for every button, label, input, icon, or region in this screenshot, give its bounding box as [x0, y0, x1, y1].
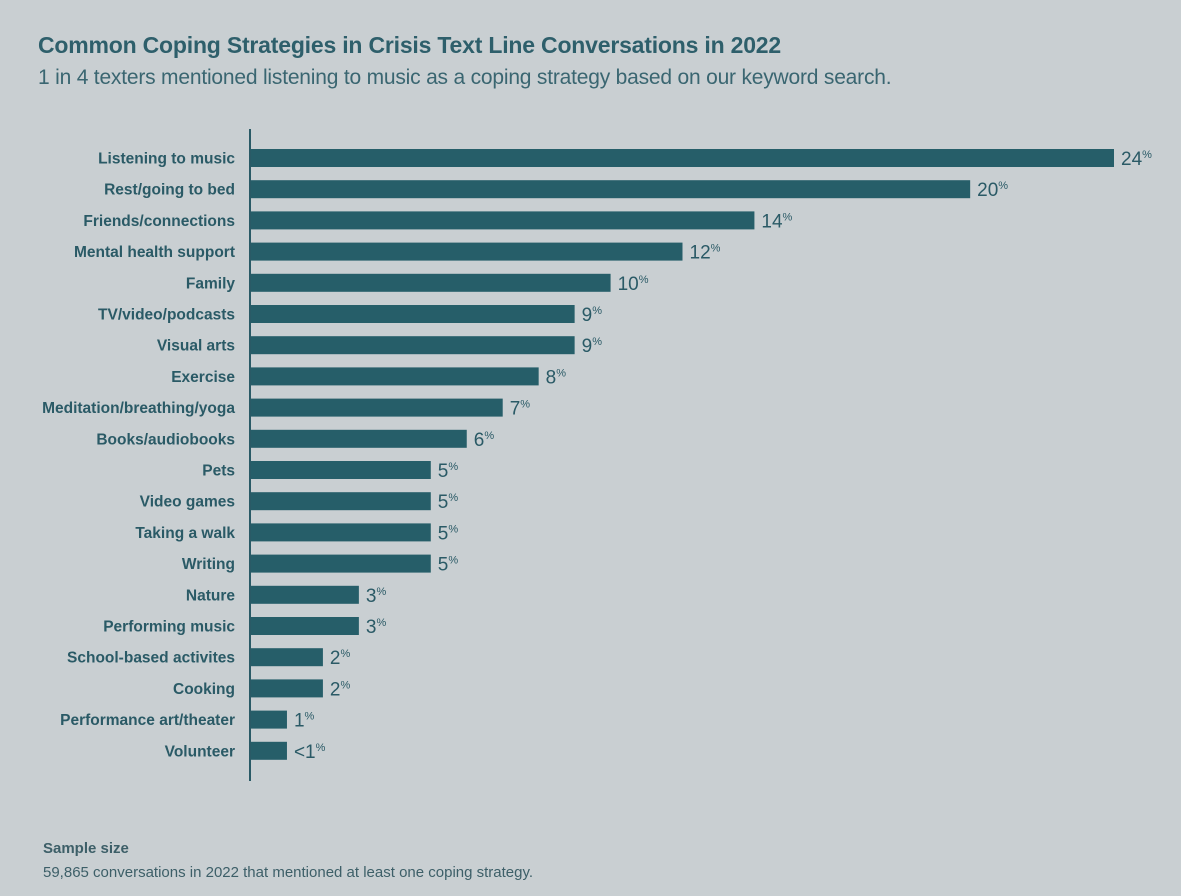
category-label: Writing [182, 556, 235, 573]
bar [251, 305, 575, 323]
category-label: Rest/going to bed [104, 182, 235, 199]
bar [251, 741, 287, 760]
value-label: 7% [510, 399, 531, 420]
value-label: 5% [438, 555, 459, 576]
value-label: 14% [761, 211, 792, 232]
category-label: Meditation/breathing/yoga [42, 400, 235, 417]
value-label: 9% [582, 336, 603, 357]
bar [251, 149, 1114, 167]
percent-sign: % [376, 586, 386, 598]
bar [251, 367, 539, 386]
category-label: Nature [186, 587, 235, 604]
sample-size-text: 59,865 conversations in 2022 that mentio… [43, 864, 534, 881]
chart-title: Common Coping Strategies in Crisis Text … [38, 32, 781, 58]
bar [251, 617, 359, 635]
value-label: 5% [438, 461, 459, 482]
value-label: 5% [438, 523, 459, 544]
category-label: Performance art/theater [60, 712, 235, 729]
value-label: 9% [582, 305, 603, 326]
category-label: Mental health support [74, 244, 235, 261]
category-label: Family [186, 275, 235, 292]
category-label: Pets [202, 463, 235, 480]
bar [251, 273, 611, 292]
sample-size-heading: Sample size [43, 840, 129, 857]
category-label: Books/audiobooks [96, 431, 235, 448]
percent-sign: % [639, 274, 649, 286]
bar [251, 429, 467, 448]
bar [251, 180, 971, 199]
value-label: 24% [1121, 149, 1152, 170]
category-label: School-based activites [67, 650, 235, 667]
bar [251, 211, 755, 230]
bar [251, 710, 287, 729]
percent-sign: % [520, 399, 530, 411]
value-label: 5% [438, 492, 459, 513]
bar [251, 523, 431, 542]
bar [251, 398, 503, 417]
percent-sign: % [592, 336, 602, 348]
value-label: 3% [366, 586, 387, 607]
category-label: Friends/connections [83, 213, 235, 230]
value-label: 8% [546, 367, 567, 388]
percent-sign: % [484, 430, 494, 442]
percent-sign: % [998, 180, 1008, 192]
bar [251, 554, 431, 573]
value-label: 2% [330, 679, 351, 700]
value-label: 12% [690, 243, 721, 264]
percent-sign: % [316, 742, 326, 754]
bar [251, 336, 575, 355]
percent-sign: % [340, 679, 350, 691]
bar [251, 242, 683, 261]
bar [251, 648, 323, 667]
bar [251, 461, 431, 479]
value-label: 2% [330, 648, 351, 669]
bar [251, 492, 431, 511]
percent-sign: % [1142, 149, 1152, 161]
chart-subtitle: 1 in 4 texters mentioned listening to mu… [38, 66, 892, 89]
value-label: 6% [474, 430, 495, 451]
percent-sign: % [592, 305, 602, 317]
category-label: Video games [140, 494, 235, 511]
bar [251, 585, 359, 604]
category-label: Performing music [103, 619, 235, 636]
category-label: Exercise [171, 369, 235, 386]
value-label: 3% [366, 617, 387, 638]
percent-sign: % [711, 243, 721, 255]
category-label: Visual arts [157, 338, 235, 355]
value-label: <1% [294, 742, 326, 763]
percent-sign: % [305, 711, 315, 723]
percent-sign: % [448, 523, 458, 535]
percent-sign: % [556, 367, 566, 379]
percent-sign: % [448, 492, 458, 504]
value-label: 1% [294, 711, 315, 732]
percent-sign: % [340, 648, 350, 660]
percent-sign: % [448, 555, 458, 567]
percent-sign: % [376, 617, 386, 629]
category-label: Taking a walk [135, 525, 235, 542]
percent-sign: % [448, 461, 458, 473]
category-label: Volunteer [165, 743, 235, 760]
bar [251, 679, 323, 698]
value-label: 20% [977, 180, 1008, 201]
category-label: Listening to music [98, 151, 235, 168]
category-label: TV/video/podcasts [98, 307, 235, 324]
percent-sign: % [783, 211, 793, 223]
category-label: Cooking [173, 681, 235, 698]
value-label: 10% [618, 274, 649, 295]
